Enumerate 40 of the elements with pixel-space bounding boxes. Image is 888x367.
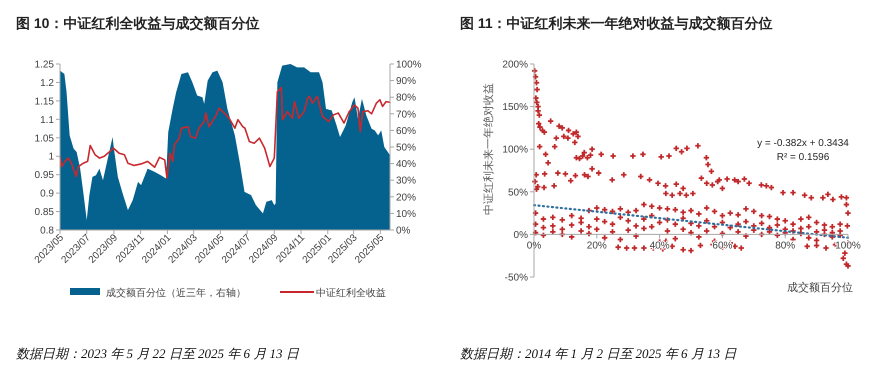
y-tick-label: 100% [502, 144, 528, 156]
chart-title: 图 10：中证红利全收益与成交额百分位 [16, 15, 260, 31]
y-tick-label: 0.9 [40, 188, 54, 200]
y2-tick-label: 10% [396, 208, 416, 220]
y-tick-label: 1.15 [34, 96, 54, 108]
legend-label: 成交额百分位（近三年，右轴） [106, 287, 246, 299]
y-tick-label: 1.05 [34, 133, 54, 144]
y-axis-title: 中证红利未来一年绝对收益 [482, 83, 495, 216]
x-tick-label: 20% [586, 240, 607, 252]
y-tick-label: 200% [502, 60, 528, 70]
x-tick-label: 0% [526, 240, 542, 252]
y2-tick-label: 100% [396, 60, 422, 70]
text: 数据日期：2014 年 1 月 2 日至 2025 年 6 月 13 日 [460, 346, 738, 361]
y2-tick-label: 20% [396, 192, 416, 204]
annotation: y = -0.382x + 0.3434 [757, 138, 850, 149]
y2-tick-label: 30% [396, 176, 416, 187]
line-series [59, 86, 391, 179]
y2-tick-label: 60% [396, 126, 416, 137]
y-tick-label: 0.8 [40, 226, 54, 236]
y2-tick-label: 80% [396, 92, 416, 104]
y2-tick-label: 50% [396, 142, 416, 154]
y-tick-label: 0.85 [34, 207, 54, 218]
y-tick-label: 1.2 [40, 78, 54, 89]
legend-label: 中证红利全收益 [316, 287, 386, 299]
y-tick-label: 1.25 [34, 60, 54, 70]
y2-tick-label: 70% [396, 109, 416, 120]
y-tick-label: 1 [48, 152, 54, 163]
y-tick-label: -50% [504, 272, 528, 284]
y-tick-label: 50% [508, 187, 528, 198]
x-tick-label: 100% [835, 240, 861, 252]
x-axis-title: 成交额百分位 [787, 281, 853, 294]
y-tick-label: 0.95 [34, 170, 54, 182]
chart-title: 图 11：中证红利未来一年绝对收益与成交额百分位 [460, 15, 773, 31]
y-tick-label: 1.1 [40, 114, 54, 126]
y2-tick-label: 90% [396, 76, 416, 88]
y-tick-label: 150% [502, 102, 528, 114]
x-tick-label: 80% [775, 240, 796, 252]
y2-tick-label: 40% [396, 159, 416, 170]
annotation: R² = 0.1596 [776, 152, 830, 163]
text: 数据日期：2023 年 5 月 22 日至 2025 年 6 月 13 日 [16, 346, 300, 361]
